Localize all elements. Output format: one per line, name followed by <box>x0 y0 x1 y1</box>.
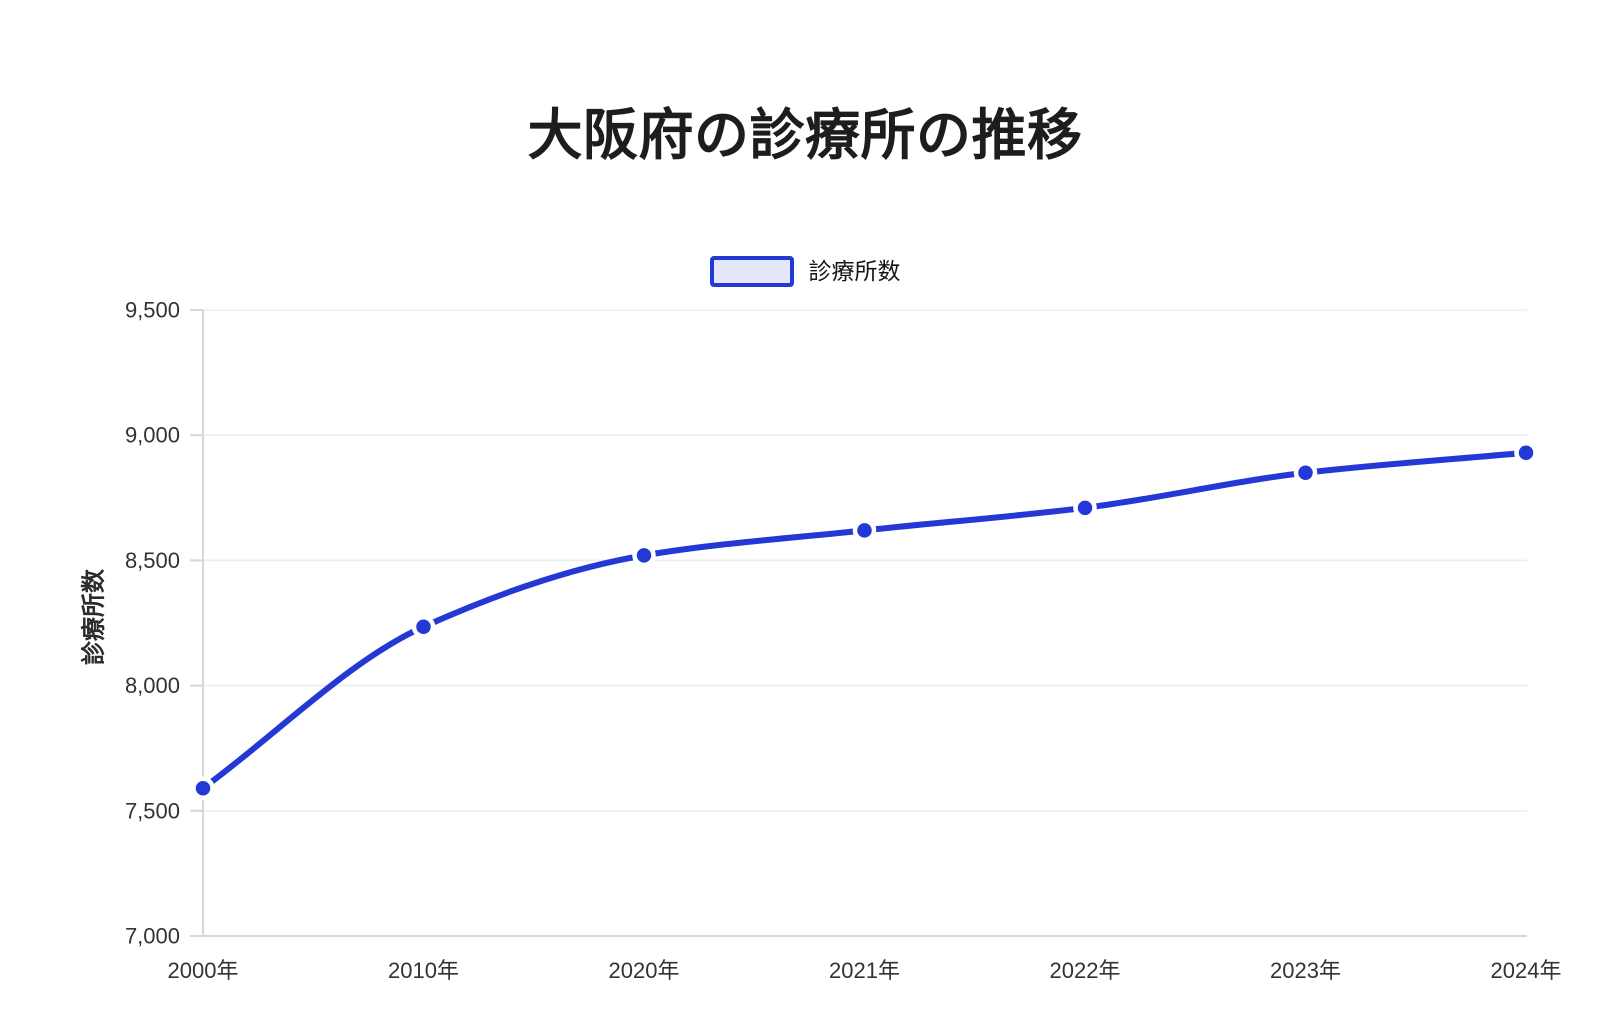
y-tick-label: 7,000 <box>125 924 180 949</box>
y-tick-label: 8,000 <box>125 673 180 698</box>
y-tick-label: 7,500 <box>125 798 180 823</box>
x-tick-label: 2010年 <box>388 958 459 983</box>
data-point-2021年[interactable] <box>852 518 877 543</box>
data-point-2024年[interactable] <box>1514 440 1538 465</box>
legend-swatch-icon <box>709 256 794 287</box>
x-tick-label: 2021年 <box>829 958 900 983</box>
y-tick-label: 9,000 <box>125 423 180 448</box>
x-tick-label: 2022年 <box>1050 958 1121 983</box>
x-tick-label: 2024年 <box>1491 958 1562 983</box>
data-point-2000年[interactable] <box>191 776 215 801</box>
series-line <box>200 449 1529 792</box>
legend[interactable]: 診療所数 <box>0 256 1610 287</box>
x-tick-label: 2000年 <box>168 958 239 983</box>
data-point-2020年[interactable] <box>632 543 656 568</box>
x-tick-label: 2023年 <box>1270 958 1341 983</box>
data-point-2010年[interactable] <box>411 615 436 639</box>
chart-title: 大阪府の診療所の推移 <box>527 104 1083 166</box>
y-tick-label: 8,500 <box>125 548 180 573</box>
legend-label: 診療所数 <box>808 258 901 284</box>
y-tick-label: 9,500 <box>125 298 180 323</box>
data-point-2023年[interactable] <box>1293 461 1318 485</box>
data-point-2022年[interactable] <box>1073 496 1097 520</box>
x-tick-label: 2020年 <box>609 958 680 983</box>
